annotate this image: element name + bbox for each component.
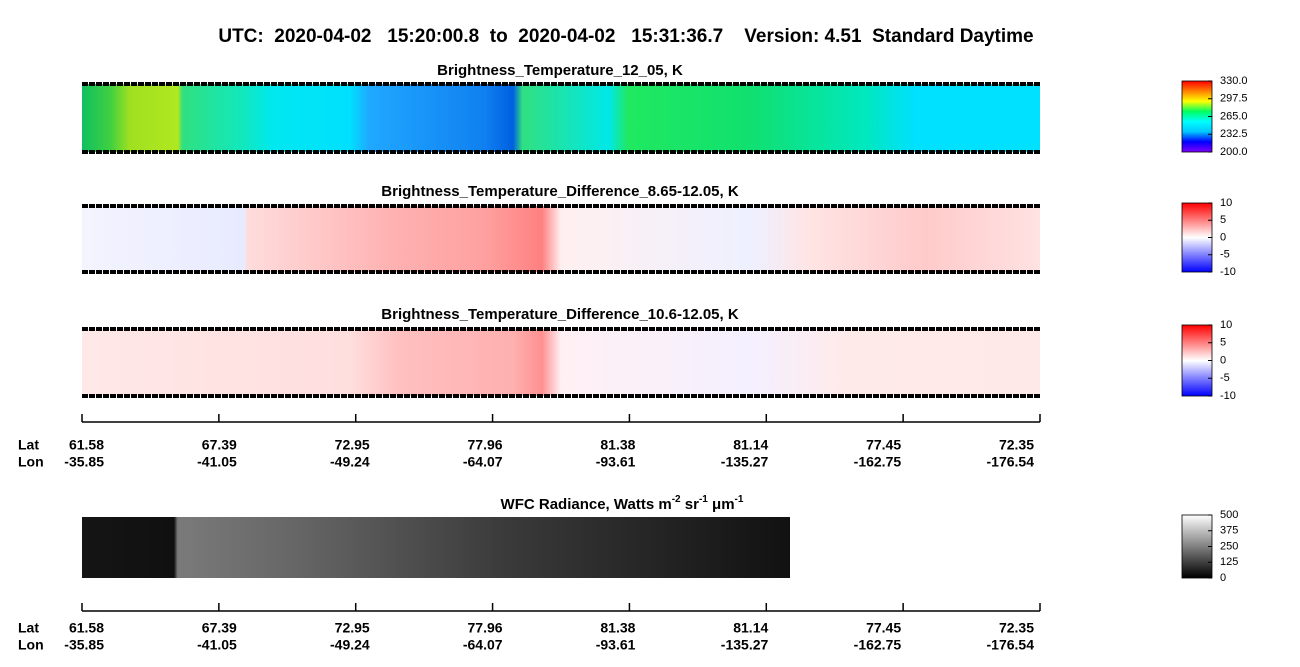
title-part: WFC Radiance, Watts m bbox=[501, 496, 672, 513]
lat-label: 77.45 bbox=[866, 620, 901, 636]
colorbar-tick-label: 250 bbox=[1220, 540, 1238, 552]
lon-label: -64.07 bbox=[463, 454, 503, 470]
row-label: Lon bbox=[18, 637, 44, 653]
colorbar-tick-label: 0 bbox=[1220, 354, 1226, 366]
colorbar-tick-label: 500 bbox=[1220, 509, 1238, 521]
lon-label: -176.54 bbox=[987, 637, 1035, 653]
lat-label: 81.38 bbox=[600, 620, 635, 636]
lat-label: 72.95 bbox=[335, 437, 370, 453]
lat-label: 72.35 bbox=[999, 620, 1034, 636]
lat-label: 72.95 bbox=[335, 620, 370, 636]
colorbar-tick-label: -5 bbox=[1220, 372, 1230, 384]
lat-label: 81.38 bbox=[600, 437, 635, 453]
colorbar-tick-label: 297.5 bbox=[1220, 93, 1248, 105]
lon-label: -162.75 bbox=[854, 637, 902, 653]
title-part: μm bbox=[708, 496, 735, 513]
lat-label: 61.58 bbox=[69, 437, 104, 453]
swath-image bbox=[82, 206, 1040, 272]
colorbar-tick-label: 0 bbox=[1220, 572, 1226, 584]
superscript: -1 bbox=[735, 494, 744, 505]
panel-title: WFC Radiance, Watts m-2 sr-1 μm-1 bbox=[501, 494, 744, 513]
lat-label: 77.96 bbox=[468, 620, 503, 636]
lat-label: 77.96 bbox=[468, 437, 503, 453]
colorbar-tick-label: 375 bbox=[1220, 525, 1238, 537]
row-label: Lat bbox=[18, 620, 39, 636]
lat-label: 67.39 bbox=[202, 620, 237, 636]
colorbar-tick-label: -10 bbox=[1220, 390, 1236, 402]
lon-label: -49.24 bbox=[330, 454, 370, 470]
lat-label: 81.14 bbox=[733, 437, 768, 453]
lon-label: -35.85 bbox=[64, 454, 104, 470]
colorbar-tick-label: 10 bbox=[1220, 319, 1232, 331]
figure-title: UTC: 2020-04-02 15:20:00.8 to 2020-04-02… bbox=[218, 26, 1033, 47]
panel-title: Brightness_Temperature_Difference_8.65-1… bbox=[381, 183, 739, 200]
colorbar-tick-label: 232.5 bbox=[1220, 128, 1248, 140]
lon-label: -176.54 bbox=[987, 454, 1035, 470]
colorbar-tick-label: 5 bbox=[1220, 337, 1226, 349]
superscript: -2 bbox=[672, 494, 681, 505]
lon-label: -135.27 bbox=[721, 637, 769, 653]
swath-image bbox=[82, 517, 790, 578]
colorbar bbox=[1181, 324, 1213, 397]
lat-label: 67.39 bbox=[202, 437, 237, 453]
colorbar-tick-label: 200.0 bbox=[1220, 146, 1248, 158]
title-part: sr bbox=[681, 496, 700, 513]
colorbar-tick-label: 125 bbox=[1220, 556, 1238, 568]
lon-label: -35.85 bbox=[64, 637, 104, 653]
row-label: Lon bbox=[18, 454, 44, 470]
colorbar-tick-label: 0 bbox=[1220, 231, 1226, 243]
colorbar bbox=[1181, 202, 1213, 273]
lon-label: -41.05 bbox=[197, 637, 237, 653]
swath-image bbox=[82, 84, 1040, 152]
row-label: Lat bbox=[18, 437, 39, 453]
lon-label: -162.75 bbox=[854, 454, 902, 470]
superscript: -1 bbox=[699, 494, 708, 505]
lat-label: 77.45 bbox=[866, 437, 901, 453]
colorbar-tick-label: -10 bbox=[1220, 266, 1236, 278]
lon-label: -93.61 bbox=[596, 454, 636, 470]
colorbar-tick-label: 330.0 bbox=[1220, 75, 1248, 87]
lon-label: -93.61 bbox=[596, 637, 636, 653]
lon-label: -135.27 bbox=[721, 454, 769, 470]
colorbar-tick-label: 10 bbox=[1220, 197, 1232, 209]
lat-label: 72.35 bbox=[999, 437, 1034, 453]
lon-label: -64.07 bbox=[463, 637, 503, 653]
swath-image bbox=[82, 329, 1040, 396]
lon-label: -41.05 bbox=[197, 454, 237, 470]
lon-label: -49.24 bbox=[330, 637, 370, 653]
panel-title: Brightness_Temperature_12_05, K bbox=[437, 62, 683, 79]
colorbar-tick-label: -5 bbox=[1220, 249, 1230, 261]
lat-label: 81.14 bbox=[733, 620, 768, 636]
panel-title: Brightness_Temperature_Difference_10.6-1… bbox=[381, 306, 739, 323]
colorbar bbox=[1181, 80, 1213, 153]
lat-label: 61.58 bbox=[69, 620, 104, 636]
colorbar-tick-label: 5 bbox=[1220, 214, 1226, 226]
colorbar bbox=[1181, 514, 1213, 579]
colorbar-tick-label: 265.0 bbox=[1220, 110, 1248, 122]
